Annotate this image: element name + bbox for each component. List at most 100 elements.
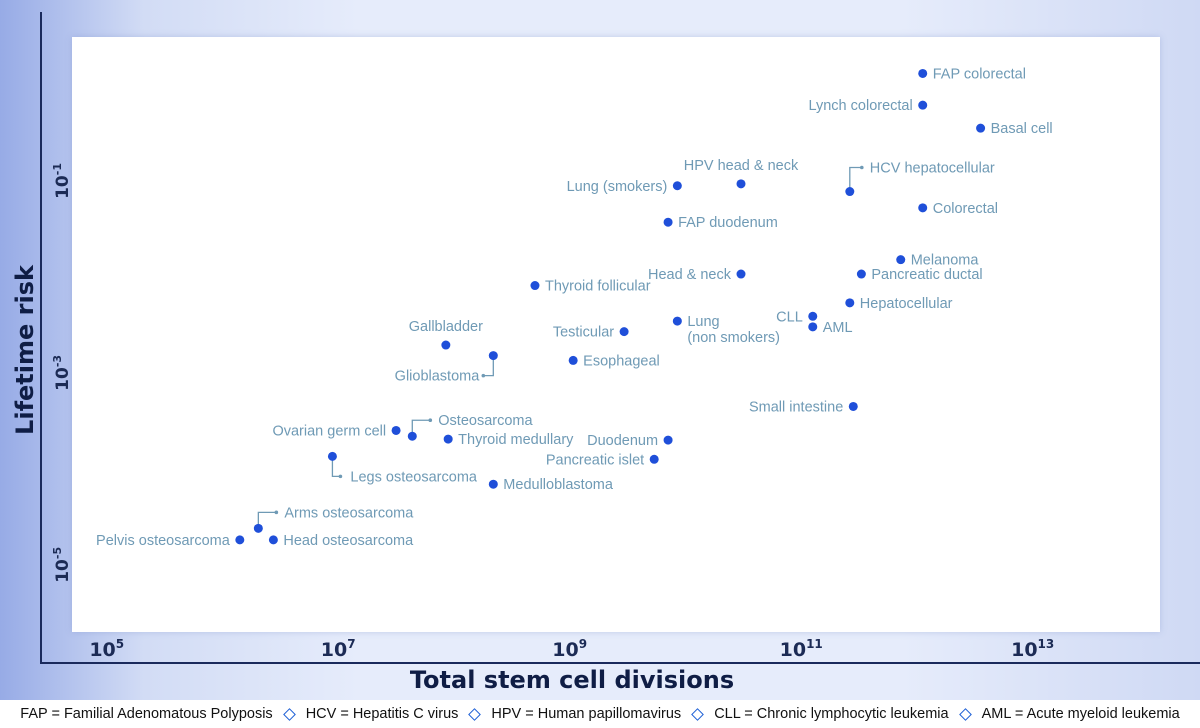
label-gallbladder: Gallbladder: [409, 319, 483, 335]
point-ovarian-germ-cell: [391, 425, 401, 435]
point-arms-osteosarcoma: [253, 523, 263, 533]
label-pancreatic-ductal: Pancreatic ductal: [871, 267, 982, 283]
point-duodenum: [663, 435, 673, 445]
point-gallbladder: [441, 340, 451, 350]
point-lung-smokers: [672, 181, 682, 191]
x-tick-label-10e11: 1011: [780, 637, 823, 661]
point-testicular: [619, 327, 629, 337]
label-hepatocellular: Hepatocellular: [860, 296, 953, 312]
point-fap-colorectal: [918, 68, 928, 78]
y-axis-title: Lifetime risk: [11, 264, 39, 435]
leader-end-legs-osteosarcoma: [338, 474, 343, 479]
point-lung-non-smokers: [672, 316, 682, 326]
x-tick-label-10e5: 105: [89, 637, 124, 661]
label-esophageal: Esophageal: [583, 353, 660, 369]
label-hpv-head-neck: HPV head & neck: [684, 158, 799, 174]
point-osteosarcoma: [407, 431, 417, 441]
label-cll: CLL: [776, 309, 803, 325]
leader-end-glioblastoma: [481, 373, 486, 378]
point-pancreatic-islet: [649, 454, 659, 464]
abbr-hpv: HPV = Human papillomavirus: [491, 706, 682, 722]
point-hcv-hepatocellular: [845, 187, 855, 197]
point-basal-cell: [976, 123, 986, 133]
label-duodenum: Duodenum: [587, 433, 658, 449]
point-glioblastoma: [488, 351, 498, 361]
scatter-chart: 105 107 109 1011 1013 10-1 10-3 10-5 FAP color…: [11, 66, 1054, 694]
leader-glioblastoma: [483, 359, 494, 377]
label-pelvis-osteosarcoma: Pelvis osteosarcoma: [96, 533, 231, 549]
point-lynch-colorectal: [918, 100, 928, 110]
x-tick-label-10e13: 1013: [1011, 637, 1054, 661]
label-lung-smokers: Lung (smokers): [567, 179, 668, 195]
label-colorectal: Colorectal: [933, 201, 998, 217]
label-legs-osteosarcoma: Legs osteosarcoma: [350, 469, 477, 485]
chart-frame: [0, 0, 1200, 700]
point-labels: FAP colorectal Lynch colorectal Basal cell…: [96, 66, 1053, 548]
abbr-fap: FAP = Familial Adenomatous Polyposis: [20, 706, 273, 722]
label-testicular: Testicular: [553, 325, 614, 341]
label-hcv-hepatocellular: HCV hepatocellular: [870, 161, 995, 177]
point-small-intestine: [848, 401, 858, 411]
data-points: [235, 68, 986, 545]
diamond-separator-icon: [468, 707, 482, 721]
label-thyroid-medullary: Thyroid medullary: [458, 432, 574, 448]
leader-lines: [257, 165, 864, 525]
frame-bottom-edge: [40, 662, 1200, 664]
label-glioblastoma: Glioblastoma: [395, 369, 481, 385]
point-pancreatic-ductal: [856, 269, 866, 279]
label-arms-osteosarcoma: Arms osteosarcoma: [284, 505, 414, 521]
point-cll: [808, 311, 818, 321]
abbreviation-legend: FAP = Familial Adenomatous Polyposis HCV…: [0, 700, 1200, 728]
label-head-osteosarcoma: Head osteosarcoma: [283, 533, 414, 549]
y-tick-label-10e-1: 10-1: [51, 163, 73, 199]
leader-arms-osteosarcoma: [257, 511, 277, 525]
point-esophageal: [568, 355, 578, 365]
leader-end-hcv-hepatocellular: [860, 165, 864, 170]
label-small-intestine: Small intestine: [749, 399, 843, 415]
plot-panel: [72, 37, 1160, 632]
point-pelvis-osteosarcoma: [235, 535, 245, 545]
point-hpv-head-neck: [736, 179, 746, 189]
x-axis-title: Total stem cell divisions: [410, 666, 734, 694]
label-medulloblastoma: Medulloblastoma: [503, 477, 614, 493]
label-melanoma: Melanoma: [911, 253, 980, 269]
abbr-hcv: HCV = Hepatitis C virus: [305, 706, 459, 722]
leader-end-osteosarcoma: [428, 418, 433, 423]
label-lung-non-smokers: Lung (non smokers): [687, 314, 780, 346]
point-aml: [808, 322, 818, 332]
point-head-osteosarcoma: [268, 535, 278, 545]
point-melanoma: [896, 255, 906, 265]
point-thyroid-medullary: [443, 434, 453, 444]
point-fap-duodenum: [663, 217, 673, 227]
y-tick-label-10e-3: 10-3: [51, 355, 73, 391]
label-lynch-colorectal: Lynch colorectal: [808, 98, 912, 114]
label-basal-cell: Basal cell: [991, 121, 1053, 137]
y-axis-ticks: 10-1 10-3 10-5: [51, 163, 73, 583]
label-osteosarcoma: Osteosarcoma: [438, 413, 533, 429]
x-tick-label-10e9: 109: [552, 637, 587, 661]
label-fap-colorectal: FAP colorectal: [933, 66, 1026, 82]
leader-hcv-hepatocellular: [849, 166, 862, 188]
diamond-separator-icon: [282, 707, 296, 721]
label-aml: AML: [823, 320, 853, 336]
label-head-neck: Head & neck: [648, 267, 732, 283]
point-medulloblastoma: [488, 479, 498, 489]
diamond-separator-icon: [691, 707, 705, 721]
label-thyroid-follicular: Thyroid follicular: [545, 279, 651, 295]
leader-end-arms-osteosarcoma: [274, 510, 279, 515]
point-hepatocellular: [845, 298, 855, 308]
diamond-separator-icon: [958, 707, 972, 721]
y-tick-label-10e-5: 10-5: [51, 547, 73, 583]
point-legs-osteosarcoma: [327, 451, 337, 461]
frame-left-edge: [40, 12, 42, 662]
label-pancreatic-islet: Pancreatic islet: [546, 452, 644, 468]
abbr-aml: AML = Acute myeloid leukemia: [981, 706, 1180, 722]
x-tick-label-10e7: 107: [321, 637, 356, 661]
point-head-neck: [736, 269, 746, 279]
label-fap-duodenum: FAP duodenum: [678, 215, 778, 231]
leader-legs-osteosarcoma: [331, 460, 341, 478]
x-axis-ticks: 105 107 109 1011 1013: [89, 637, 1054, 661]
leader-osteosarcoma: [411, 419, 431, 433]
abbr-cll: CLL = Chronic lymphocytic leukemia: [714, 706, 949, 722]
label-ovarian-germ-cell: Ovarian germ cell: [272, 423, 386, 439]
